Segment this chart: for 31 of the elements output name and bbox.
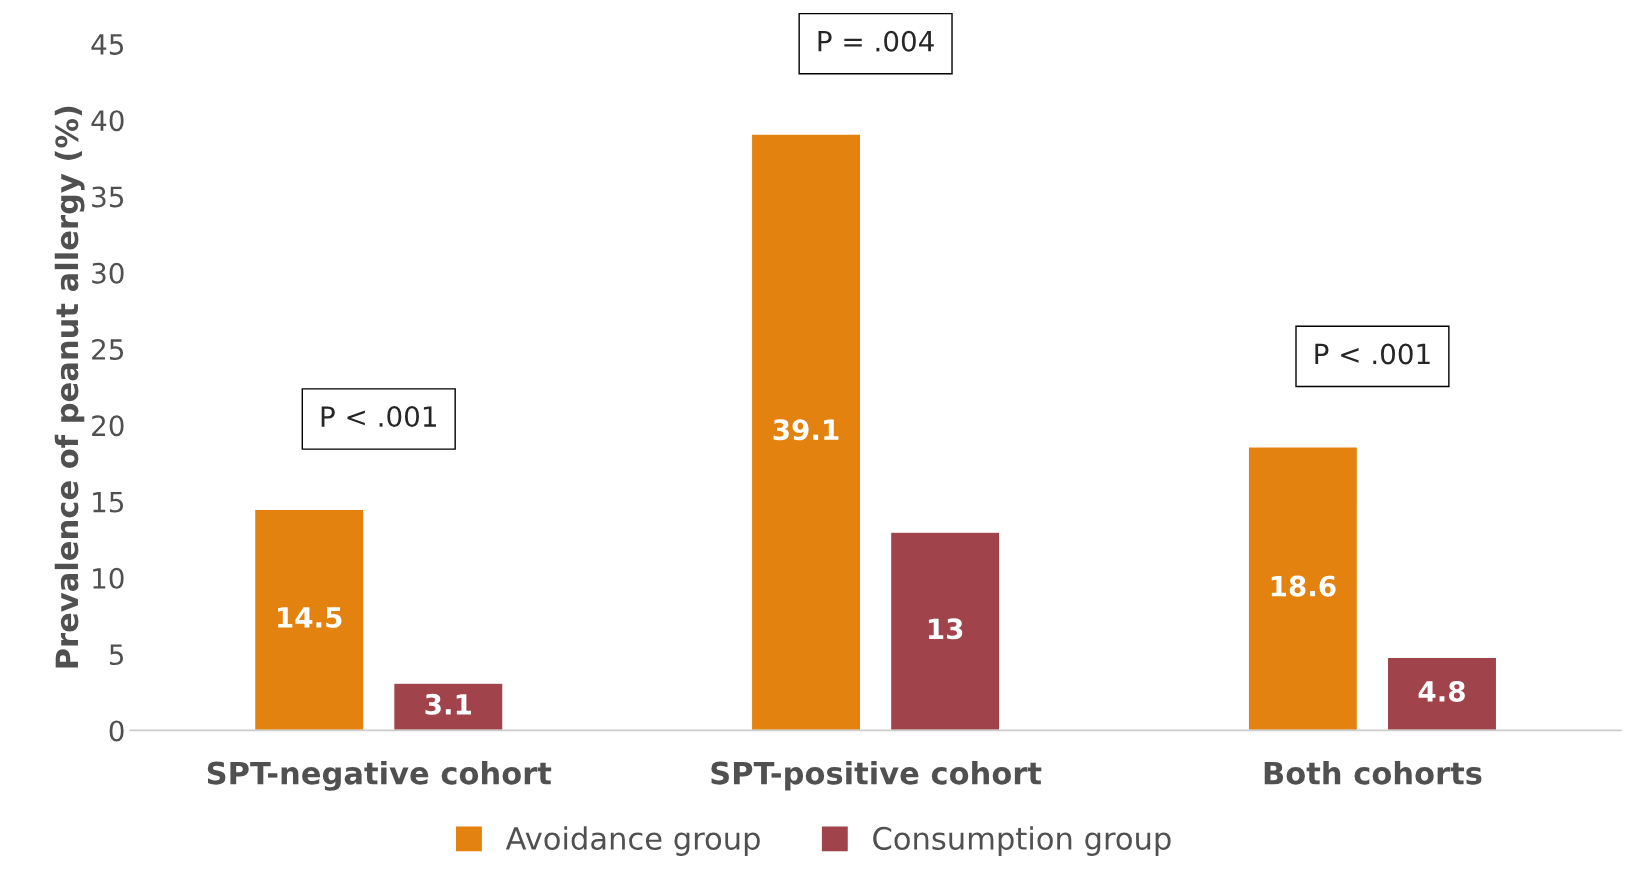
data-label: 3.1 [425, 693, 471, 715]
y-tick-label: 0 [109, 720, 124, 742]
bar [750, 133, 862, 731]
data-label: 13 [928, 618, 963, 640]
bar [1386, 656, 1498, 731]
bar [253, 508, 365, 731]
x-tick-label: SPT-positive cohort [711, 761, 1042, 791]
y-tick-label: 10 [93, 567, 124, 589]
y-tick-label: 20 [92, 415, 124, 437]
x-tick-label: SPT-negative cohort [207, 761, 552, 791]
bar [1247, 446, 1359, 731]
data-label: 39.1 [773, 419, 839, 441]
legend-label: Avoidance group [505, 826, 760, 856]
bar [392, 682, 504, 731]
annotation: P = .004 [818, 30, 934, 52]
annotation: P < .001 [321, 406, 436, 428]
bar [889, 531, 1001, 731]
annotation: P < .001 [1315, 343, 1430, 365]
y-tick-label: 25 [92, 339, 124, 361]
y-tick-label: 40 [91, 110, 124, 132]
x-tick-label: Both cohorts [1264, 761, 1482, 785]
y-tick-label: 30 [92, 262, 124, 284]
y-tick-label: 15 [93, 491, 124, 513]
y-tick-label: 45 [91, 34, 124, 55]
data-label: 14.5 [278, 607, 342, 628]
y-axis-title: Prevalence of peanut allergy (%) [54, 106, 85, 668]
y-tick-label: 5 [109, 644, 124, 666]
data-label: 18.6 [1271, 575, 1336, 597]
legend-label: Consumption group [873, 826, 1171, 856]
y-tick-label: 35 [92, 186, 124, 208]
data-label: 4.8 [1418, 680, 1465, 702]
